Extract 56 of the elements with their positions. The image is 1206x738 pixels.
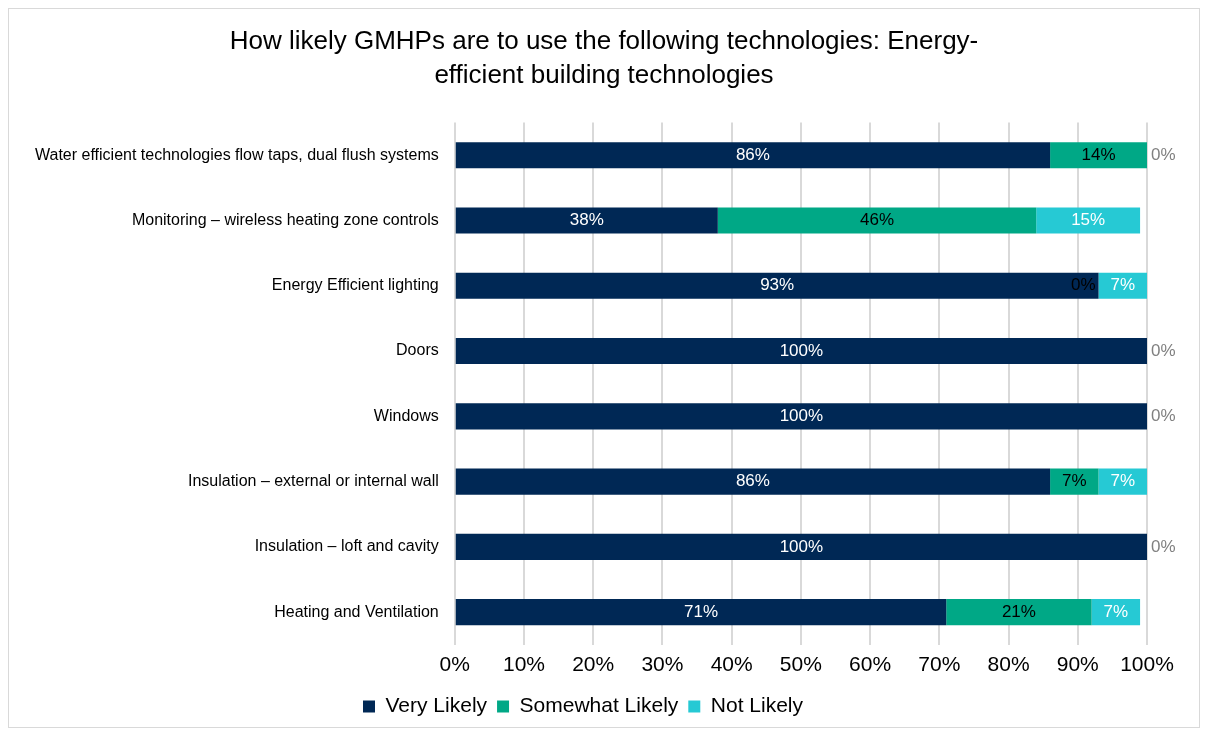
data-label: 0% [1151,144,1176,164]
data-label: 100% [779,536,824,556]
x-tick-label: 50% [779,652,822,676]
data-label: 38% [569,210,604,230]
y-tick-label: Energy Efficient lighting [271,276,439,294]
data-label: 46% [860,210,895,230]
x-tick-label: 40% [710,652,753,676]
data-label: 100% [779,406,824,426]
y-tick-label: Insulation – loft and cavity [254,537,439,555]
bar [455,207,718,234]
x-tick-label: 70% [918,652,961,676]
y-tick-label: Water efficient technologies flow taps, dual flush systems [35,145,439,163]
data-label: 93% [760,275,795,295]
x-tick-label: 90% [1056,652,1099,676]
bar [455,142,1051,169]
bar [455,468,1051,495]
x-tick-label: 10% [502,652,545,676]
data-label: 7% [1062,471,1087,491]
legend-label: Very Likely [385,693,488,717]
data-label: 86% [735,144,770,164]
legend-label: Not Likely [710,693,804,717]
x-tick-label: 30% [641,652,684,676]
bar [946,599,1092,626]
y-tick-label: Insulation – external or internal wall [187,472,439,490]
bar [717,207,1037,234]
legend-label: Somewhat Likely [519,693,679,717]
y-tick-label: Doors [396,341,439,359]
x-tick-label: 20% [572,652,615,676]
bar [455,599,947,626]
data-label: 0% [1070,275,1096,295]
data-label: 0% [1151,536,1176,556]
data-label: 0% [1151,340,1176,360]
data-label: 7% [1103,601,1129,621]
data-label: 7% [1110,471,1136,491]
data-label: 7% [1110,275,1136,295]
y-tick-label: Windows [373,406,439,424]
data-label: 15% [1071,210,1106,230]
data-label: 71% [683,601,719,621]
bar [455,403,1147,430]
y-tick-label: Monitoring – wireless heating zone controls [131,210,439,228]
data-label: 21% [1001,601,1036,621]
bar [1036,207,1141,234]
x-tick-label: 100% [1120,652,1174,676]
bar [455,338,1147,365]
data-label: 100% [779,340,824,360]
bar [455,533,1147,560]
x-tick-label: 60% [849,652,892,676]
data-label: 0% [1151,406,1176,426]
data-label: 14% [1081,144,1116,164]
data-label: 86% [735,471,770,491]
y-tick-label: Heating and Ventilation [274,602,439,620]
bar [1050,142,1147,169]
x-tick-label: 80% [987,652,1030,676]
chart-title: How likely GMHPs are to use the following technologies: Energy-efficient building technologies [228,24,980,91]
x-tick-label: 0% [439,652,470,676]
bar [455,272,1099,299]
